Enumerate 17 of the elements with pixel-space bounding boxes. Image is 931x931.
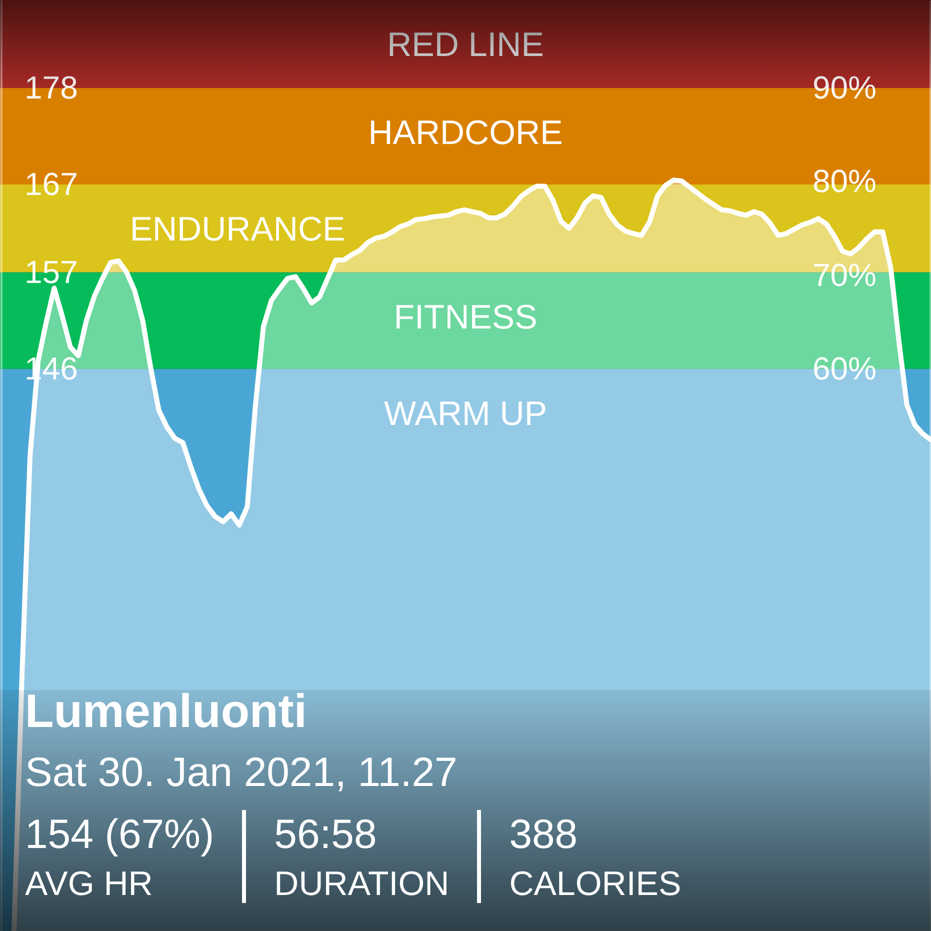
annotation: AVG HR xyxy=(25,865,154,903)
band-label: ENDURANCE xyxy=(130,210,346,248)
y-tick-label: 167 xyxy=(24,166,78,202)
annotation: CALORIES xyxy=(509,865,682,903)
annotation: DURATION xyxy=(274,865,450,903)
band-label: HARDCORE xyxy=(368,114,563,152)
y-tick-label: 178 xyxy=(24,69,78,106)
annotation: 56:58 xyxy=(274,811,378,857)
band-label: RED LINE xyxy=(387,26,544,64)
annotation: 154 (67%) xyxy=(25,811,214,857)
y2-tick-label: 80% xyxy=(812,163,876,200)
text: Sat 30. Jan 2021, 11.27 xyxy=(25,749,458,795)
band-label: FITNESS xyxy=(394,298,538,336)
band-label: WARM UP xyxy=(384,394,548,433)
y2-tick-label: 90% xyxy=(812,70,876,106)
annotation: 388 xyxy=(509,811,579,857)
text: Lumenluonti xyxy=(25,684,307,737)
